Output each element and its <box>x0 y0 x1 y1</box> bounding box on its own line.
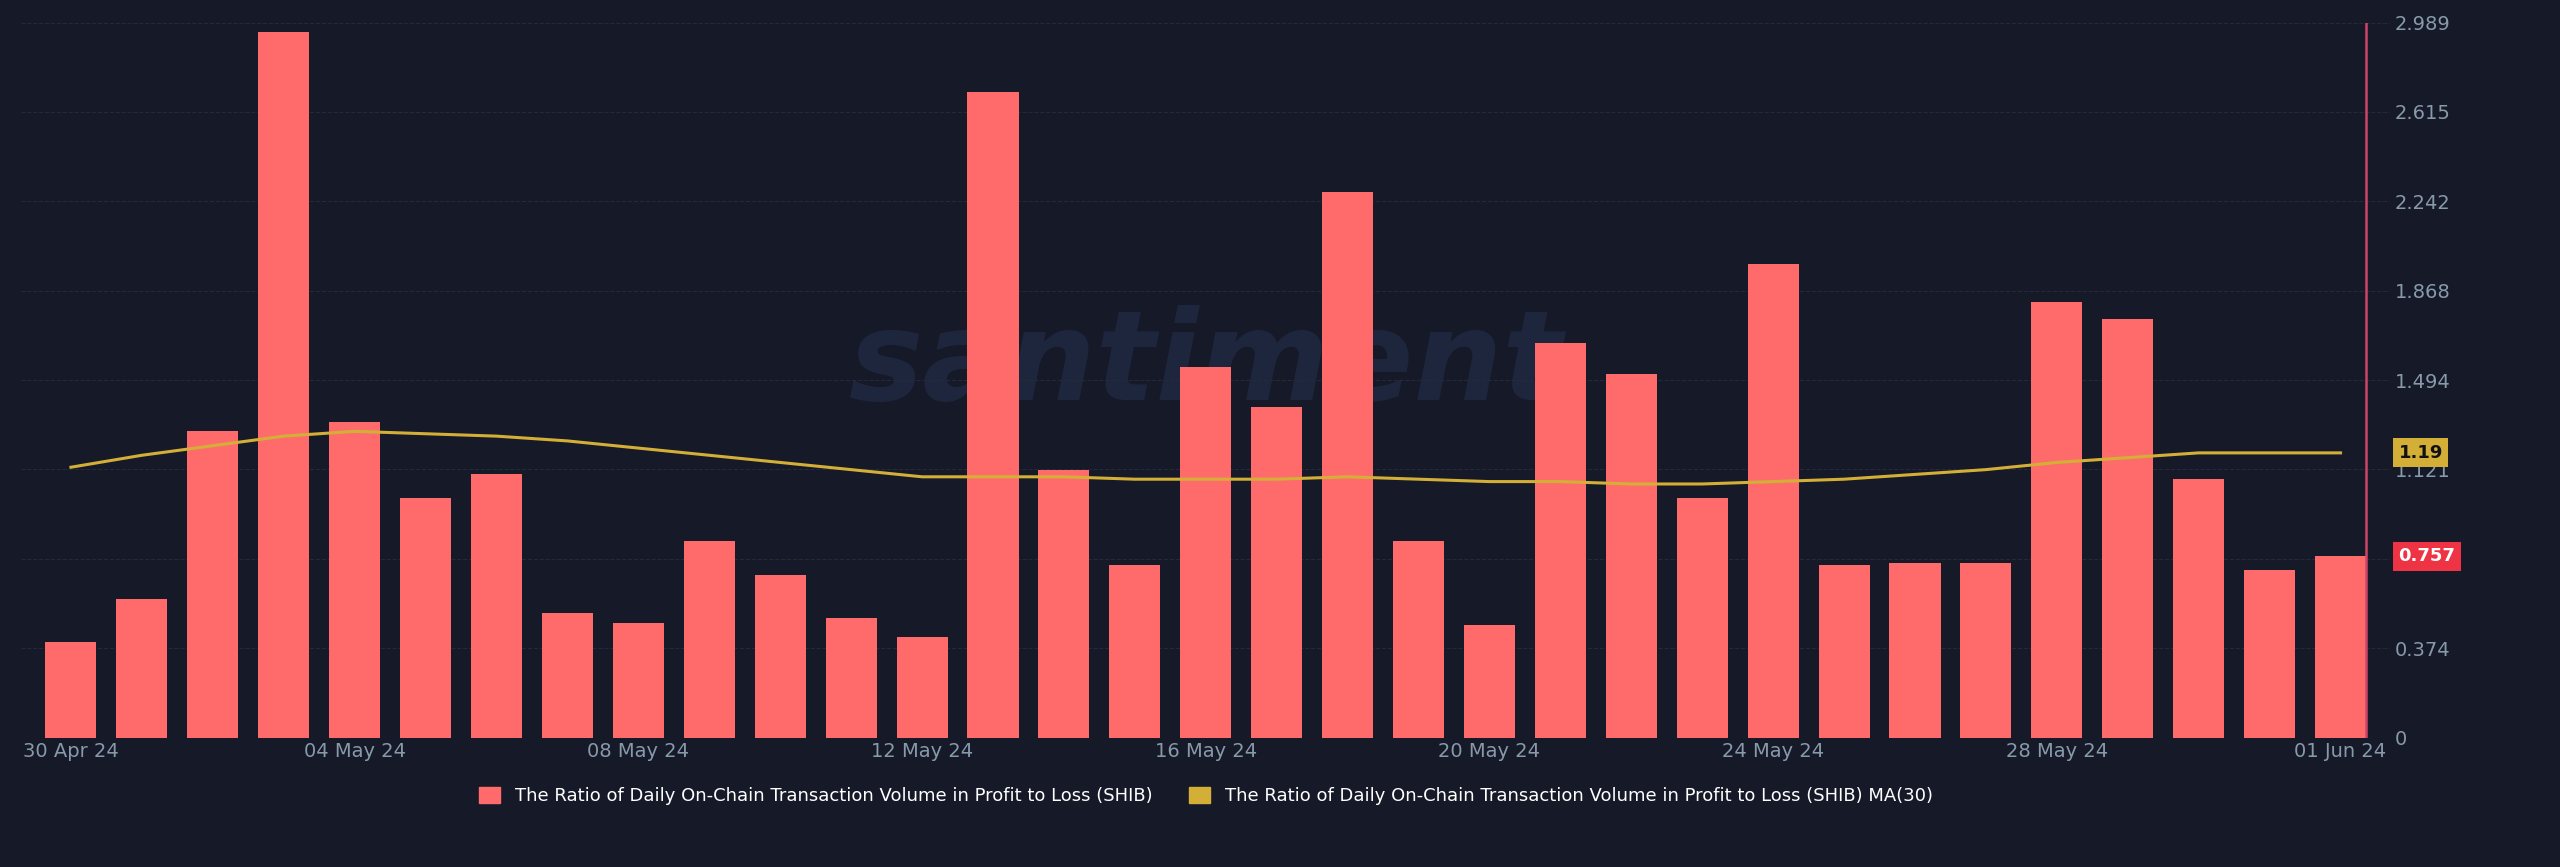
Bar <box>471 474 522 738</box>
Bar <box>896 637 947 738</box>
Bar <box>399 499 451 738</box>
Bar <box>1536 342 1585 738</box>
Bar <box>543 613 594 738</box>
Bar <box>684 541 735 738</box>
Bar <box>1818 565 1869 738</box>
Bar <box>2314 557 2365 738</box>
Bar <box>330 421 381 738</box>
Bar <box>1748 264 1800 738</box>
Bar <box>755 575 806 738</box>
Bar <box>115 599 166 738</box>
Bar <box>1039 470 1091 738</box>
Bar <box>1605 374 1656 738</box>
Bar <box>1321 192 1372 738</box>
Bar <box>1464 625 1516 738</box>
Text: 0.757: 0.757 <box>2399 547 2455 565</box>
Legend: The Ratio of Daily On-Chain Transaction Volume in Profit to Loss (SHIB), The Rat: The Ratio of Daily On-Chain Transaction … <box>468 778 1940 814</box>
Bar <box>2030 303 2081 738</box>
Bar <box>46 642 97 738</box>
Bar <box>1252 407 1303 738</box>
Bar <box>612 623 663 738</box>
Bar <box>824 618 876 738</box>
Bar <box>1393 541 1444 738</box>
Bar <box>1889 563 1940 738</box>
Bar <box>1961 563 2012 738</box>
Bar <box>2173 479 2225 738</box>
Text: 1.19: 1.19 <box>2399 444 2442 462</box>
Text: santiment: santiment <box>850 305 1562 427</box>
Bar <box>1677 499 1728 738</box>
Bar <box>2245 570 2296 738</box>
Bar <box>2102 319 2153 738</box>
Bar <box>1180 367 1231 738</box>
Bar <box>968 92 1019 738</box>
Bar <box>259 32 310 738</box>
Bar <box>1108 565 1160 738</box>
Bar <box>187 432 238 738</box>
